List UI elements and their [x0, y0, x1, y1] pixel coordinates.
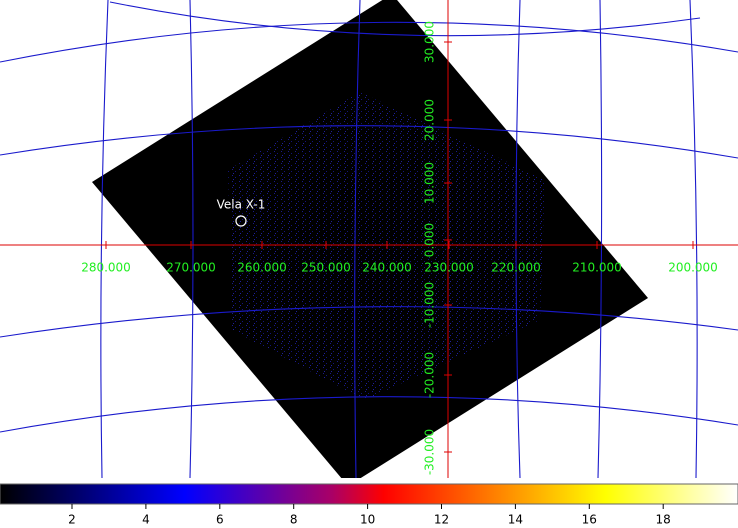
- grid-line: [0, 21, 738, 63]
- source-label: Vela X-1: [217, 198, 266, 212]
- colorbar: [0, 483, 738, 505]
- y-coord-label: 20.000: [423, 99, 437, 141]
- grid-line: [109, 1, 701, 37]
- colorbar-label: 12: [434, 513, 449, 527]
- colorbar-label: 18: [656, 513, 671, 527]
- grid-line: [0, 306, 738, 338]
- grid-line: [189, 0, 194, 478]
- colorbar-label: 8: [290, 513, 298, 527]
- colorbar-label: 6: [216, 513, 224, 527]
- y-coord-label: -20.000: [423, 352, 437, 398]
- grid-line: [515, 0, 521, 478]
- y-coord-label: -10.000: [423, 282, 437, 328]
- grid-line: [354, 0, 361, 478]
- x-coord-label: 260.000: [237, 261, 287, 275]
- grid-line: [0, 125, 738, 159]
- grid-line: [689, 0, 698, 478]
- x-axis-labels: 280.000 270.000 260.000 250.000 240.000 230.0…: [81, 241, 718, 275]
- x-coord-label: 250.000: [301, 261, 351, 275]
- colorbar-label: 10: [360, 513, 375, 527]
- colorbar-label: 14: [508, 513, 523, 527]
- x-coord-label: 220.000: [491, 261, 541, 275]
- image-frame: Vela X-1 280.000 270.000 260.000 250.000 240…: [0, 0, 738, 478]
- x-coord-label: 270.000: [166, 261, 216, 275]
- colorbar-label: 4: [142, 513, 150, 527]
- x-coord-label: 210.000: [572, 261, 622, 275]
- grid-line: [100, 0, 109, 478]
- colorbar-ticks: 2 4 6 8 10 12 14 16 18: [68, 504, 671, 527]
- grid-line: [0, 396, 738, 433]
- grid-line: [597, 0, 603, 478]
- x-coord-label: 230.000: [424, 261, 474, 275]
- y-coord-label: 30.000: [423, 21, 437, 63]
- y-coord-label: 10.000: [423, 162, 437, 204]
- colorbar-label: 16: [582, 513, 597, 527]
- colorbar-label: 2: [68, 513, 76, 527]
- x-coord-label: 200.000: [668, 261, 718, 275]
- y-coord-label: 0.000: [423, 223, 437, 257]
- source-region[interactable]: [235, 215, 247, 227]
- wcs-grid: [0, 0, 738, 478]
- x-coord-label: 240.000: [362, 261, 412, 275]
- x-coord-label: 280.000: [81, 261, 131, 275]
- y-coord-label: -30.000: [423, 429, 437, 475]
- y-axis-labels: 30.000 20.000 10.000 0.000 -10.000 -20.000 -30…: [423, 21, 452, 475]
